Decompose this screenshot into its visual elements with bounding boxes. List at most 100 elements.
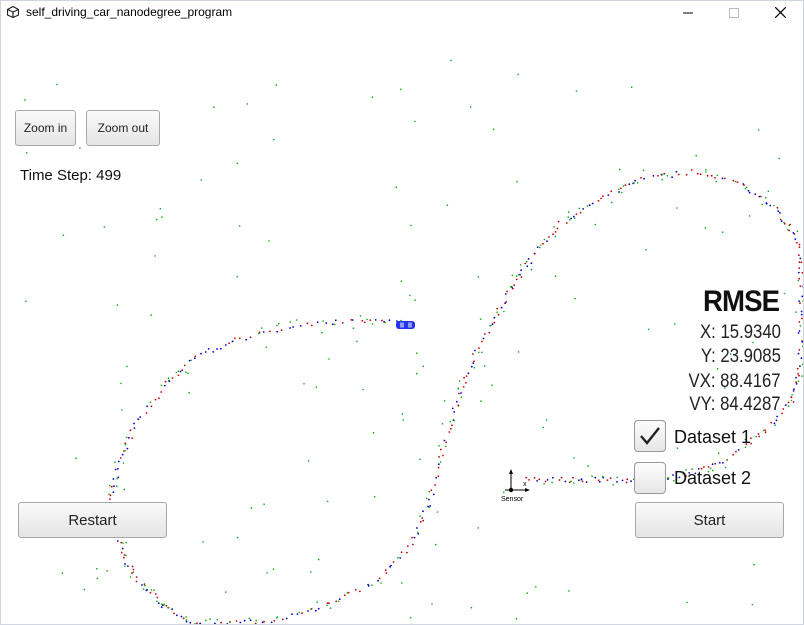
trajectory-dot <box>757 433 760 435</box>
trajectory-dot <box>483 365 486 367</box>
trajectory-dot <box>451 424 453 427</box>
trajectory-dot <box>798 267 801 270</box>
minimize-button[interactable] <box>665 1 711 24</box>
trajectory-dot <box>422 365 425 368</box>
trajectory-dot <box>438 445 440 447</box>
trajectory-dot <box>470 365 473 368</box>
trajectory-dot <box>517 274 520 276</box>
start-button[interactable]: Start <box>635 502 784 538</box>
trajectory-dot <box>428 498 430 501</box>
trajectory-dot <box>797 279 800 282</box>
trajectory-dot <box>524 262 527 265</box>
trajectory-dot <box>381 319 383 322</box>
trajectory-dot <box>552 233 554 236</box>
trajectory-dot <box>770 421 773 424</box>
trajectory-dot <box>236 162 239 165</box>
trajectory-dot <box>432 493 435 496</box>
maximize-button[interactable] <box>711 1 757 24</box>
trajectory-dot <box>525 260 528 263</box>
trajectory-dot <box>299 325 302 327</box>
trajectory-dot <box>707 470 710 473</box>
trajectory-dot <box>156 600 158 603</box>
trajectory-dot <box>397 556 399 559</box>
trajectory-dot <box>263 620 265 623</box>
trajectory-dot <box>120 541 123 544</box>
trajectory-dot <box>165 604 168 607</box>
trajectory-dot <box>744 438 747 441</box>
trajectory-dot <box>160 606 163 609</box>
trajectory-dot <box>734 180 737 183</box>
trajectory-dot <box>445 441 448 444</box>
trajectory-dot <box>556 227 559 230</box>
sensor-label: Sensor <box>501 496 524 503</box>
trajectory-dot <box>706 174 709 177</box>
trajectory-dot <box>367 585 370 587</box>
trajectory-dot <box>316 321 319 324</box>
restart-button[interactable]: Restart <box>18 502 167 538</box>
trajectory-dot <box>778 157 780 160</box>
trajectory-dot <box>798 349 801 351</box>
trajectory-dot <box>793 233 796 235</box>
trajectory-dot <box>310 324 313 327</box>
trajectory-dot <box>564 480 567 483</box>
trajectory-dot <box>570 480 572 483</box>
trajectory-dot <box>721 231 724 233</box>
trajectory-dot <box>183 364 186 367</box>
trajectory-dot <box>500 306 503 309</box>
trajectory-dot <box>352 327 355 330</box>
zoom-in-button[interactable]: Zoom in <box>15 110 76 146</box>
trajectory-dot <box>401 413 404 415</box>
trajectory-dot <box>380 582 382 584</box>
trajectory-dot <box>558 479 561 481</box>
trajectory-dot <box>478 347 480 349</box>
trajectory-dot <box>310 608 312 610</box>
trajectory-dot <box>594 476 597 479</box>
trajectory-dot <box>477 527 480 529</box>
trajectory-dot <box>575 213 578 216</box>
trajectory-dot <box>199 622 201 624</box>
zoom-out-button[interactable]: Zoom out <box>86 110 160 146</box>
trajectory-dot <box>431 603 433 605</box>
dataset-2-label[interactable]: Dataset 2 <box>674 468 752 488</box>
trajectory-dot <box>504 302 506 305</box>
trajectory-dot <box>481 351 483 354</box>
trajectory-dot <box>751 603 754 606</box>
trajectory-dot <box>79 147 81 149</box>
trajectory-dot <box>779 218 782 221</box>
trajectory-dot <box>503 310 505 313</box>
trajectory-dot <box>341 322 344 324</box>
trajectory-dot <box>131 572 133 574</box>
trajectory-dot <box>526 592 528 594</box>
dataset-1-checkbox[interactable] <box>634 420 666 452</box>
trajectory-dot <box>527 258 530 260</box>
trajectory-dot <box>317 558 320 561</box>
trajectory-dot <box>335 600 338 603</box>
trajectory-dot <box>752 341 754 344</box>
trajectory-dot <box>645 249 647 251</box>
trajectory-dot <box>61 572 64 574</box>
trajectory-dot <box>703 466 705 468</box>
trajectory-dot <box>234 337 236 340</box>
trajectory-dot <box>444 445 447 448</box>
dataset-1-label[interactable]: Dataset 1 <box>674 427 752 447</box>
dataset-2-checkbox[interactable] <box>634 462 666 494</box>
trajectory-dot <box>802 300 803 302</box>
trajectory-dot <box>219 347 222 350</box>
close-button[interactable] <box>757 1 803 24</box>
trajectory-dot <box>491 323 494 326</box>
trajectory-dot <box>797 373 799 375</box>
trajectory-dot <box>200 179 202 181</box>
trajectory-dot <box>586 205 589 207</box>
trajectory-dot <box>238 337 241 340</box>
trajectory-dot <box>699 173 702 176</box>
trajectory-dot <box>636 182 639 184</box>
trajectory-dot <box>718 462 721 464</box>
trajectory-dot <box>510 285 513 288</box>
trajectory-dot <box>329 607 332 609</box>
trajectory-dot <box>800 357 803 360</box>
trajectory-dot <box>493 321 496 324</box>
trajectory-dot <box>450 59 452 62</box>
trajectory-dot <box>533 477 536 479</box>
trajectory-dot <box>285 617 288 620</box>
trajectory-dot <box>410 224 412 227</box>
